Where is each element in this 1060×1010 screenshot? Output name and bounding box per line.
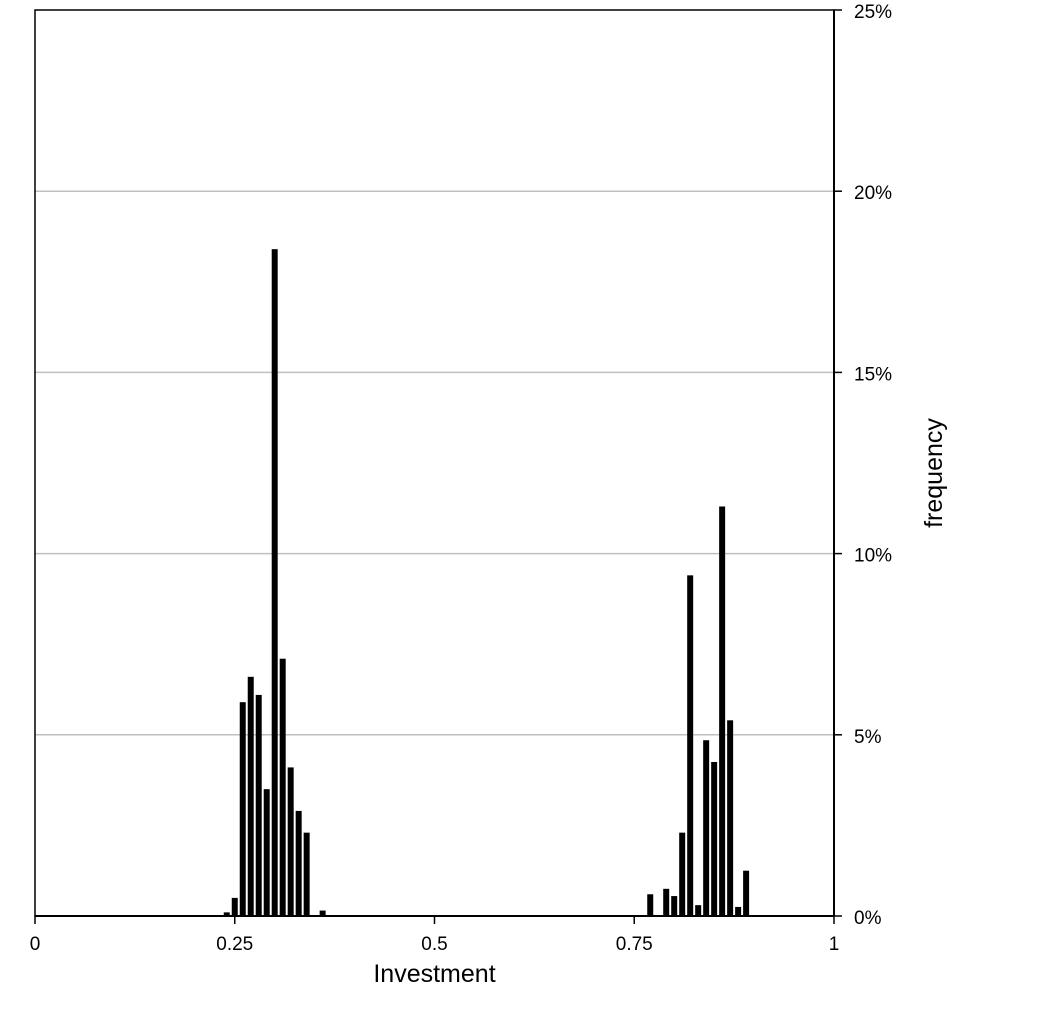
x-axis-ticks: 0 0.25 0.5 0.75 1 xyxy=(30,916,840,955)
histogram-bar xyxy=(743,870,750,916)
histogram-bar xyxy=(319,910,326,916)
histogram-bar xyxy=(295,810,302,916)
x-tick-label: 0.5 xyxy=(421,934,447,955)
histogram-bar xyxy=(263,789,270,916)
y-axis-title: frequency xyxy=(920,418,948,528)
histogram-bar xyxy=(711,761,718,916)
x-axis-title: Investment xyxy=(373,960,495,988)
histogram-bar xyxy=(703,740,710,916)
y-tick-label: 0% xyxy=(854,908,882,929)
y-tick-label: 20% xyxy=(854,183,892,204)
histogram-bar xyxy=(663,888,670,916)
histogram-bar xyxy=(287,767,294,916)
histogram-bar xyxy=(303,832,310,916)
histogram-bar xyxy=(239,702,246,916)
x-tick-label: 1 xyxy=(829,934,840,955)
histogram-bar xyxy=(679,832,686,916)
plot-area xyxy=(35,10,834,916)
x-tick-label: 0 xyxy=(30,934,41,955)
gridlines xyxy=(35,190,834,736)
y-tick-label: 5% xyxy=(854,727,882,748)
histogram-bar xyxy=(719,506,726,916)
histogram-bar xyxy=(247,676,254,916)
histogram-bar xyxy=(735,906,742,916)
y-axis-ticks: 0% 5% 10% 15% 20% 25% xyxy=(834,2,892,929)
histogram-bar xyxy=(271,249,278,916)
y-tick-label: 10% xyxy=(854,546,892,567)
histogram-bar xyxy=(671,896,678,916)
bars xyxy=(223,249,750,916)
y-tick-label: 25% xyxy=(854,2,892,23)
histogram-bar xyxy=(255,694,262,916)
histogram-bar xyxy=(647,894,654,916)
histogram-bar xyxy=(727,720,734,916)
y-tick-label: 15% xyxy=(854,364,892,385)
histogram-bar xyxy=(231,897,238,916)
histogram-bar xyxy=(687,575,694,916)
histogram-bar xyxy=(223,912,230,916)
histogram-bar xyxy=(279,658,286,916)
x-tick-label: 0.25 xyxy=(216,934,253,955)
x-tick-label: 0.75 xyxy=(616,934,653,955)
histogram-bar xyxy=(695,905,702,916)
